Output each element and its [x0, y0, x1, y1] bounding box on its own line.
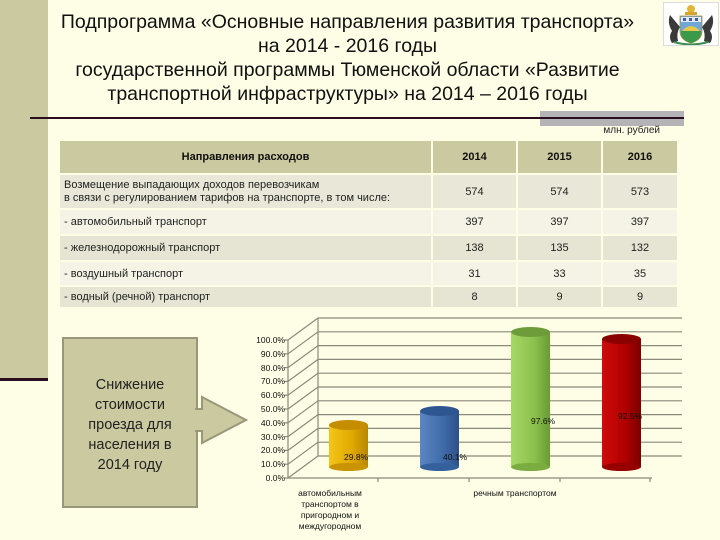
y-tick-label: 20.0%	[260, 445, 285, 455]
value-cell-2014: 31	[432, 260, 518, 286]
column-header-2014: 2014	[432, 141, 518, 174]
value-cell-2015: 135	[517, 234, 603, 261]
y-tick-label: 10.0%	[260, 459, 285, 469]
table-row: Возмещение выпадающих доходов перевозчик…	[60, 173, 677, 209]
title-line-1: Подпрограмма «Основные направления разви…	[60, 11, 635, 33]
bar-value-label: 40.1%	[443, 452, 468, 462]
callout-line: стоимости	[95, 396, 165, 413]
title-line-4: транспортной инфраструктуры» на 2014 – 2…	[107, 83, 588, 105]
left-sidebar-decoration	[0, 0, 48, 380]
value-cell-2016: 9	[602, 285, 677, 307]
value-cell-2015: 9	[517, 285, 603, 307]
y-tick-label: 50.0%	[260, 404, 285, 414]
bar-value-label: 29.8%	[344, 452, 369, 462]
row-label-line: в связи с регулированием тарифов на тран…	[64, 191, 391, 204]
value-cell-2014: 138	[432, 234, 518, 261]
row-label-cell: - воздушный транспорт	[60, 260, 433, 286]
value-cell-2014: 8	[432, 285, 518, 307]
title-line-3: государственной программы Тюменской обла…	[75, 59, 620, 81]
row-label-cell: - автомобильный транспорт	[60, 208, 433, 235]
callout-line: Снижение	[95, 376, 165, 393]
category-label-line: междугородном	[298, 521, 362, 531]
row-label-line: Возмещение выпадающих доходов перевозчик…	[64, 178, 320, 191]
chart-plot-area	[284, 317, 682, 482]
y-tick-label: 90.0%	[260, 349, 285, 359]
bar-auto-2015	[420, 406, 459, 471]
row-label-cell: - железнодорожный транспорт	[60, 234, 433, 261]
value-cell-2016: 573	[602, 173, 677, 209]
x-category-label: автомобильным транспортом в пригородном …	[285, 488, 375, 532]
value-cell-2015: 33	[517, 260, 603, 286]
title-line-2: на 2014 - 2016 годы	[257, 35, 438, 57]
value-cell-2015: 574	[517, 173, 603, 209]
y-tick-label: 80.0%	[260, 363, 285, 373]
value-cell-2014: 574	[432, 173, 518, 209]
category-label-line: пригородном и	[300, 510, 360, 520]
row-label-cell: Возмещение выпадающих доходов перевозчик…	[60, 173, 433, 209]
table-row: - воздушный транспорт 31 33 35	[60, 260, 677, 286]
column-header-2015: 2015	[517, 141, 603, 174]
bar-value-label: 92.5%	[618, 411, 643, 421]
bar-river-2014	[511, 327, 550, 471]
category-label-line: автомобильным	[298, 488, 362, 498]
category-label-line: транспортом в	[301, 499, 359, 509]
value-cell-2014: 397	[432, 208, 518, 235]
table-row: - водный (речной) транспорт 8 9 9	[60, 285, 677, 307]
column-header-2016: 2016	[602, 141, 677, 174]
arrow-right-icon	[195, 395, 249, 445]
units-label: млн. рублей	[603, 125, 660, 136]
y-tick-label: 70.0%	[260, 376, 285, 386]
x-category-label: речным транспортом	[455, 488, 575, 499]
callout-line: населения в	[88, 436, 172, 453]
expenses-table: Направления расходов 2014 2015 2016 Возм…	[60, 141, 677, 307]
table-row: - автомобильный транспорт 397 397 397	[60, 208, 677, 235]
y-tick-label: 0.0%	[265, 473, 285, 483]
row-label-cell: - водный (речной) транспорт	[60, 285, 433, 307]
callout-line: 2014 году	[97, 456, 163, 473]
page-title: Подпрограмма «Основные направления разви…	[40, 10, 655, 106]
bar-river-2015	[602, 334, 641, 471]
bar-auto-2014	[329, 420, 368, 471]
y-tick-label: 40.0%	[260, 418, 285, 428]
sidebar-divider	[0, 378, 48, 381]
callout-line: проезда для	[88, 416, 172, 433]
table-row: - железнодорожный транспорт 138 135 132	[60, 234, 677, 261]
y-tick-label: 60.0%	[260, 390, 285, 400]
column-header-directions: Направления расходов	[60, 141, 433, 174]
value-cell-2016: 35	[602, 260, 677, 286]
y-tick-label: 100.0%	[256, 335, 285, 345]
callout-box: Снижение стоимости проезда для населения…	[62, 337, 198, 508]
title-underline	[30, 117, 684, 119]
category-label-line: речным транспортом	[473, 488, 557, 498]
bar-value-label: 97.6%	[531, 416, 556, 426]
value-cell-2015: 397	[517, 208, 603, 235]
value-cell-2016: 132	[602, 234, 677, 261]
tyumen-coat-of-arms-icon	[663, 2, 719, 46]
value-cell-2016: 397	[602, 208, 677, 235]
y-tick-label: 30.0%	[260, 432, 285, 442]
table-header-row: Направления расходов 2014 2015 2016	[60, 141, 677, 174]
percentage-bar-chart: 100.0% 90.0% 80.0% 70.0% 60.0% 50.0% 40.…	[240, 310, 710, 540]
